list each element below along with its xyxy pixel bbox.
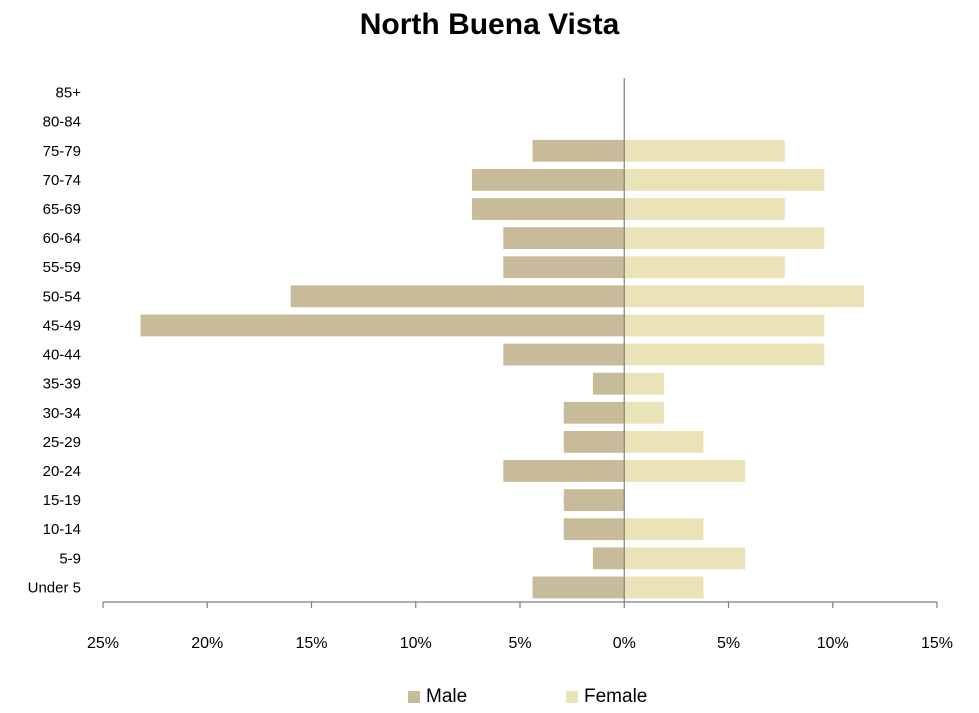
x-tick-label: 5% xyxy=(717,635,740,652)
bar-male-65-69 xyxy=(472,198,625,220)
y-tick-label: 25-29 xyxy=(43,434,81,451)
bar-male-25-29 xyxy=(563,430,625,453)
y-tick-label: 65-69 xyxy=(43,201,81,218)
bar-male-60-64 xyxy=(503,227,625,250)
bar-male-50-54 xyxy=(290,285,625,308)
y-tick-label: 80-84 xyxy=(43,114,81,131)
bar-female-25-29 xyxy=(624,430,704,453)
bar-male-35-39 xyxy=(592,372,625,395)
bar-male-30-34 xyxy=(563,401,625,424)
y-tick-label: 35-39 xyxy=(43,376,81,393)
y-tick-label: 55-59 xyxy=(43,259,81,276)
bar-female-20-24 xyxy=(624,460,746,482)
x-tick-label: 10% xyxy=(400,635,432,652)
x-tick-label: 15% xyxy=(295,635,327,652)
bar-female-45-49 xyxy=(624,314,825,337)
y-tick-label: 15-19 xyxy=(43,492,81,509)
bar-male-10-14 xyxy=(563,518,625,541)
y-tick-label: Under 5 xyxy=(28,579,81,596)
legend-label-male: Male xyxy=(426,686,468,707)
y-tick-label: 40-44 xyxy=(43,347,81,364)
bar-male-40-44 xyxy=(503,343,625,366)
y-tick-label: 50-54 xyxy=(43,288,81,305)
x-tick-label: 20% xyxy=(191,635,223,652)
x-tick-labels-group: 25% 20% 15% 10% 5% 0% 5% 10% 15% xyxy=(87,635,953,652)
bar-female-10-14 xyxy=(624,518,704,541)
bar-female-70-74 xyxy=(624,168,825,191)
legend-item-male: Male xyxy=(408,686,467,708)
legend-swatch-male xyxy=(408,691,420,703)
y-tick-label: 30-34 xyxy=(43,405,81,422)
y-tick-label: 60-64 xyxy=(43,230,81,247)
bar-male-20-24 xyxy=(503,460,625,482)
x-tick-label: 25% xyxy=(87,635,119,652)
bar-male-70-74 xyxy=(472,168,625,191)
bar-male-55-59 xyxy=(503,256,625,279)
y-tick-label: 75-79 xyxy=(43,143,81,160)
y-tick-label: 85+ xyxy=(56,85,82,102)
x-tick-label: 15% xyxy=(921,635,953,652)
bar-male-15-19 xyxy=(563,489,625,512)
y-tick-label: 10-14 xyxy=(43,521,81,538)
axes-group xyxy=(102,78,938,608)
bar-female-60-64 xyxy=(624,227,825,250)
x-tick-label: 10% xyxy=(817,635,849,652)
y-tick-label: 70-74 xyxy=(43,172,81,189)
bar-male-75-79 xyxy=(532,139,625,162)
bar-female-65-69 xyxy=(624,198,785,220)
bar-female-Under-5 xyxy=(624,576,704,599)
bar-female-55-59 xyxy=(624,256,785,279)
bar-female-50-54 xyxy=(624,285,865,308)
chart-title: North Buena Vista xyxy=(359,8,620,41)
bar-male-Under-5 xyxy=(532,576,625,599)
bar-female-40-44 xyxy=(624,343,825,366)
legend-label-female: Female xyxy=(584,686,648,707)
y-tick-label: 45-49 xyxy=(43,317,81,334)
legend-item-female: Female xyxy=(566,686,647,708)
y-tick-label: 5-9 xyxy=(59,550,81,567)
y-tick-label: 20-24 xyxy=(43,463,81,480)
bars-group xyxy=(140,139,865,599)
bar-female-30-34 xyxy=(624,401,664,424)
bar-female-35-39 xyxy=(624,372,664,395)
bar-female-75-79 xyxy=(624,139,785,162)
legend: Male Female xyxy=(0,686,979,710)
category-labels-group: Under 5 5-9 10-14 15-19 20-24 25-29 30-34 35-39… xyxy=(28,85,82,597)
legend-swatch-female xyxy=(566,691,578,703)
bar-male-45-49 xyxy=(140,314,625,337)
x-tick-label: 0% xyxy=(613,635,636,652)
bar-female-5-9 xyxy=(624,547,746,570)
bar-male-5-9 xyxy=(592,547,625,570)
x-tick-label: 5% xyxy=(508,635,531,652)
